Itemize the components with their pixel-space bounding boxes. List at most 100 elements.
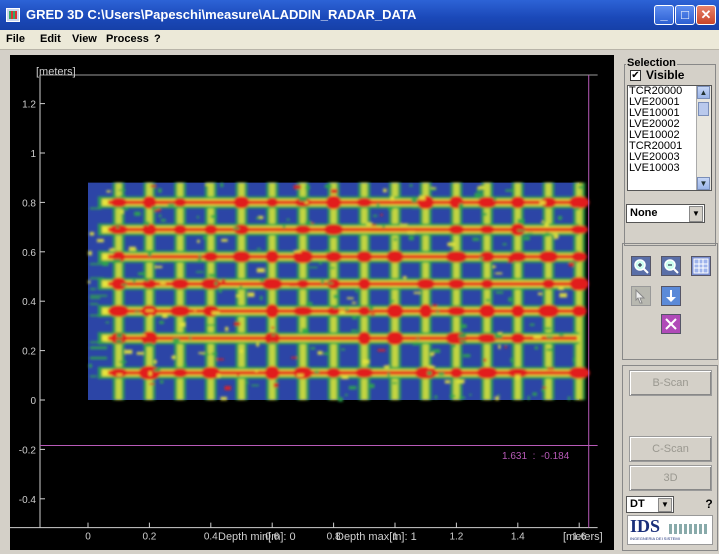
scroll-thumb[interactable] (698, 102, 709, 116)
scroll-up-icon[interactable]: ▲ (697, 86, 710, 99)
maximize-button[interactable]: □ (675, 5, 695, 25)
close-button[interactable]: ✕ (696, 5, 716, 25)
speckle (88, 251, 92, 256)
speckle (324, 184, 332, 188)
hot-spot (542, 279, 555, 289)
hot-spot (292, 250, 314, 264)
minimize-button[interactable]: _ (654, 5, 674, 25)
pointer-button[interactable] (631, 286, 651, 306)
hot-spot (201, 366, 221, 379)
delete-button[interactable] (661, 314, 681, 334)
b-scan-button[interactable]: B-Scan (629, 370, 712, 396)
chevron-down-icon[interactable]: ▼ (689, 206, 703, 222)
hot-spot (266, 197, 279, 207)
speckle (160, 282, 166, 285)
speckle (517, 229, 526, 232)
hot-spot (445, 251, 468, 263)
speckle (237, 374, 240, 377)
speckle (495, 272, 503, 275)
menu-file[interactable]: File (6, 33, 25, 45)
speckle (148, 371, 152, 376)
hot-spot (172, 368, 188, 378)
zoom-in-button[interactable] (631, 256, 651, 276)
help-button[interactable]: ? (705, 497, 713, 511)
hot-spot (355, 368, 374, 378)
hot-spot (325, 195, 342, 210)
list-item[interactable]: LVE20002 (629, 118, 680, 130)
y-tick-label: 1 (30, 149, 36, 160)
hot-spot (111, 277, 127, 291)
list-item[interactable]: LVE10003 (629, 162, 680, 174)
title-bar[interactable]: GRED 3D C:\Users\Papeschi\measure\ALADDI… (0, 0, 719, 30)
speckle (380, 213, 383, 217)
speckle (532, 392, 537, 396)
visible-checkbox[interactable]: ✔ (630, 70, 641, 81)
speckle (369, 305, 374, 311)
speckle (211, 352, 218, 356)
scroll-down-icon[interactable]: ▼ (697, 177, 710, 190)
filter-select[interactable]: None ▼ (626, 204, 705, 223)
control-panel: Selection ✔ Visible TCR20000 LVE20001 LV… (618, 55, 719, 554)
grid-view-button[interactable] (691, 256, 711, 276)
hot-spot (233, 196, 250, 209)
hot-spot (294, 198, 312, 207)
vertical-band-core (330, 182, 337, 400)
speckle (505, 189, 513, 192)
speckle (202, 353, 210, 356)
speckle (89, 232, 95, 236)
hot-spot (173, 224, 187, 235)
speckle (469, 393, 472, 396)
speckle (179, 322, 186, 327)
vertical-band-core (146, 182, 153, 400)
speckle (196, 271, 204, 273)
list-item[interactable]: LVE20001 (629, 96, 680, 108)
hot-spot (448, 225, 465, 235)
speckle (210, 214, 217, 219)
speckle (352, 315, 358, 320)
profile-list[interactable]: TCR20000 LVE20001 LVE10001 LVE20002 LVE1… (627, 85, 712, 191)
speckle (88, 280, 91, 284)
x-tick-label: 1.6 (572, 532, 586, 543)
hot-spot (511, 304, 525, 318)
speckle (349, 297, 354, 300)
speckle (568, 262, 575, 267)
speckle (105, 321, 110, 324)
speckle (102, 341, 105, 343)
plot-canvas[interactable]: 1.2 1 0.8 0.6 0.4 0.2 0 -0.2 -0.4 0 0.2 0.4 0.6 0.8 1 1… (10, 55, 614, 550)
speckle (297, 374, 304, 377)
mode-select[interactable]: DT ▼ (626, 496, 674, 513)
zoom-out-button[interactable] (661, 256, 681, 276)
list-item[interactable]: LVE20003 (629, 151, 680, 163)
hot-spot (358, 278, 371, 290)
speckle (120, 195, 126, 198)
menu-view[interactable]: View (72, 33, 97, 45)
speckle (207, 324, 215, 327)
list-item[interactable]: TCR20000 (629, 85, 683, 97)
view-3d-button[interactable]: 3D (629, 465, 712, 491)
y-unit-label: [meters] (36, 66, 76, 78)
hot-spot (476, 367, 498, 379)
hot-spot (110, 197, 128, 207)
menu-edit[interactable]: Edit (40, 33, 61, 45)
download-button[interactable] (661, 286, 681, 306)
speckle (552, 233, 558, 236)
depth-max-label: Depth max[m]: 1 (336, 531, 417, 543)
list-item[interactable]: LVE10002 (629, 129, 680, 141)
menu-process[interactable]: Process (106, 33, 149, 45)
menu-help[interactable]: ? (154, 33, 161, 45)
c-scan-button[interactable]: C-Scan (629, 436, 712, 462)
x-tick-label: 0.6 (265, 532, 279, 543)
speckle (477, 186, 485, 190)
c-scan-plot[interactable]: 1.2 1 0.8 0.6 0.4 0.2 0 -0.2 -0.4 0 0.2 0.4 0.6 0.8 1 1… (10, 55, 614, 550)
speckle (434, 395, 438, 399)
horizontal-band-peak (108, 281, 578, 286)
chevron-down-icon[interactable]: ▼ (658, 498, 672, 512)
speckle (96, 238, 104, 243)
speckle (545, 232, 550, 237)
speckle (463, 354, 471, 358)
hot-spot (202, 305, 219, 317)
list-item[interactable]: LVE10001 (629, 107, 680, 119)
list-scrollbar[interactable]: ▲ ▼ (696, 86, 711, 190)
list-item[interactable]: TCR20001 (629, 140, 683, 152)
hot-spot (326, 307, 341, 316)
